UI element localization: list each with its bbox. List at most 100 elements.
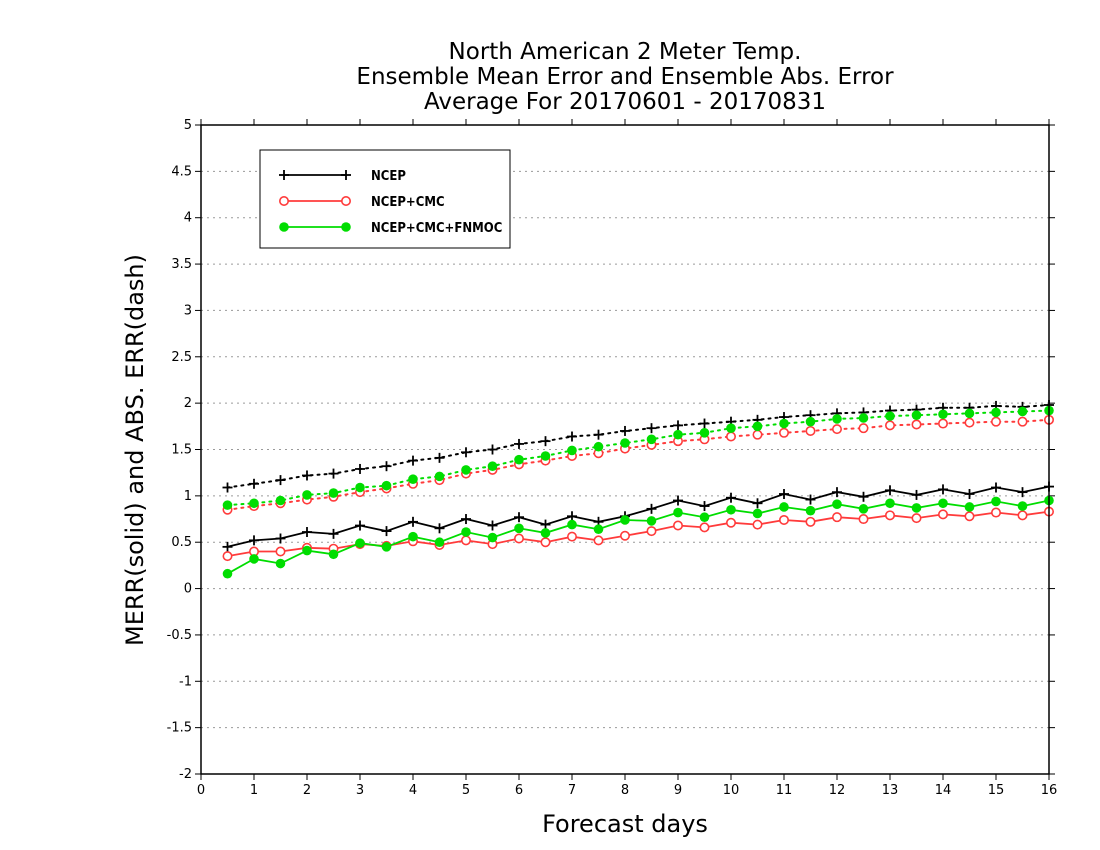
chart-title-line-3: Average For 20170601 - 20170831 [424, 89, 826, 115]
merr-point [1017, 501, 1028, 511]
merr-point [593, 535, 604, 546]
abs-err-point [487, 461, 498, 471]
merr-point [805, 505, 816, 516]
series-ncep-cmc [222, 414, 1055, 562]
merr-point [725, 517, 736, 528]
merr-point [514, 512, 524, 523]
abs-err-point [434, 452, 445, 463]
merr-point [778, 514, 789, 525]
abs-err-point [805, 416, 816, 427]
abs-err-point [964, 417, 975, 428]
merr-point [355, 538, 365, 548]
merr-point [461, 527, 471, 537]
merr-point [222, 551, 233, 562]
abs-err-point [249, 478, 259, 489]
merr-point [620, 515, 630, 525]
merr-point [831, 512, 842, 523]
abs-err-point [779, 418, 789, 429]
abs-err-point [540, 451, 551, 461]
chart-title: North American 2 Meter Temp. Ensemble Me… [356, 39, 894, 115]
x-tick-label: 5 [462, 783, 470, 798]
abs-err-point [778, 427, 789, 438]
merr-point [593, 524, 604, 535]
x-tick-label: 16 [1041, 783, 1058, 798]
chart-title-line-1: North American 2 Meter Temp. [449, 39, 802, 65]
abs-err-point [593, 429, 604, 440]
abs-err-point [328, 468, 339, 479]
merr-point [937, 509, 948, 520]
merr-point [275, 558, 286, 569]
x-tick-label: 15 [988, 783, 1005, 798]
y-tick-label: 2 [184, 396, 192, 411]
abs-err-point [408, 474, 418, 484]
abs-err-point [752, 421, 763, 432]
merr-point [222, 541, 233, 552]
y-tick-label: -1 [179, 674, 192, 689]
merr-point [434, 537, 445, 548]
legend-marker [278, 196, 289, 207]
merr-point [858, 491, 869, 502]
plot-frame [200, 124, 1050, 775]
y-tick-label: -1.5 [167, 721, 192, 736]
abs-err-point [355, 463, 365, 474]
merr-point [540, 537, 551, 548]
merr-point [991, 496, 1001, 507]
abs-err-point [514, 454, 524, 465]
abs-err-point [567, 445, 577, 456]
abs-err-point [885, 411, 895, 421]
merr-point [673, 495, 683, 506]
y-tick-label: 4.5 [171, 164, 192, 179]
y-tick-label: 3.5 [171, 257, 192, 272]
y-tick-label: 0 [184, 582, 192, 597]
abs-err-point [991, 407, 1001, 418]
y-tick-label: -0.5 [167, 628, 192, 643]
y-tick-label: 3 [184, 303, 192, 318]
merr-point [884, 510, 895, 521]
legend-label: NCEP [371, 169, 406, 184]
y-tick-label: -2 [179, 767, 192, 782]
merr-point [619, 530, 630, 541]
merr-point [752, 508, 763, 519]
merr-point [752, 519, 763, 530]
x-tick-label: 13 [882, 783, 899, 798]
abs-err-point [328, 488, 339, 498]
abs-err-point [752, 429, 763, 440]
merr-point [699, 512, 710, 522]
merr-point [408, 531, 418, 542]
merr-point [885, 485, 895, 496]
merr-point [699, 501, 710, 512]
merr-point [964, 489, 975, 500]
merr-point [673, 507, 683, 518]
y-tick-label: 4 [184, 211, 192, 226]
merr-point [752, 498, 763, 509]
legend-label: NCEP+CMC [371, 195, 445, 210]
merr-point [487, 532, 498, 543]
merr-point [805, 494, 816, 505]
abs-err-point [620, 425, 630, 436]
plot-area [222, 399, 1055, 579]
y-tick-label: 2.5 [171, 350, 192, 365]
merr-point [938, 498, 948, 509]
abs-err-line [226, 404, 1050, 489]
abs-err-point [567, 431, 577, 442]
merr-point [540, 519, 551, 530]
merr-point [302, 527, 312, 538]
abs-err-point [646, 434, 657, 445]
abs-err-point [1017, 416, 1028, 427]
abs-err-point [593, 441, 604, 452]
abs-err-point [302, 470, 312, 481]
y-tick-label: 5 [184, 118, 192, 133]
abs-err-point [620, 438, 630, 448]
merr-point [885, 498, 895, 509]
merr-point [1017, 487, 1028, 498]
merr-point [487, 520, 498, 531]
abs-err-point [355, 482, 365, 493]
y-tick-label: 1.5 [171, 443, 192, 458]
merr-point [990, 507, 1001, 518]
abs-err-point [673, 429, 683, 440]
x-tick-label: 10 [723, 783, 740, 798]
merr-point [779, 489, 789, 500]
abs-err-point [964, 408, 975, 419]
merr-point [858, 504, 869, 514]
